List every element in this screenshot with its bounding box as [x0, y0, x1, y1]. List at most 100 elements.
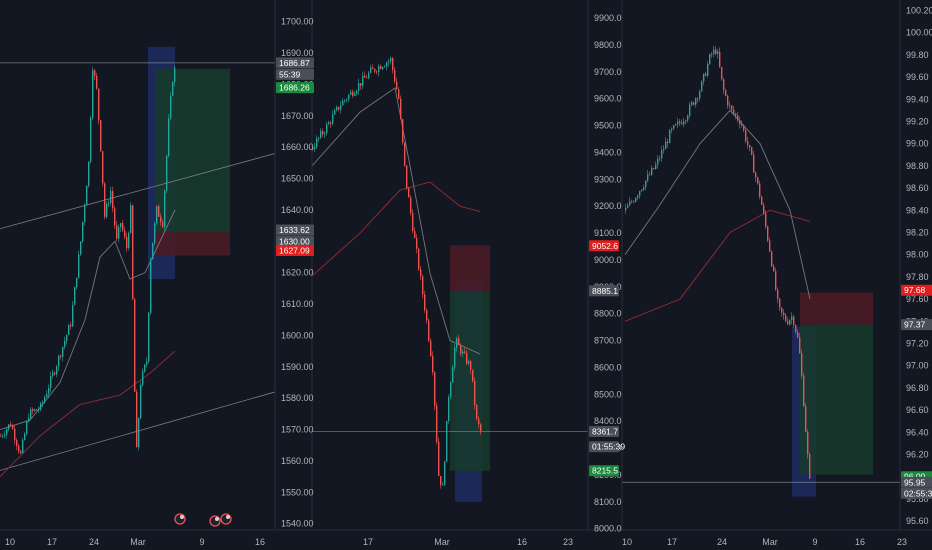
time-tick-label: Mar — [130, 537, 146, 547]
candle-bearish — [727, 95, 729, 106]
price-tick-label: 99.20 — [906, 116, 929, 126]
candle-bearish — [741, 124, 743, 126]
price-tick-label: 96.80 — [906, 383, 929, 393]
candle-bullish — [362, 75, 364, 86]
candle-bullish — [50, 376, 52, 389]
candle-bearish — [392, 58, 394, 70]
candle-bullish — [6, 429, 8, 435]
candle-bullish — [156, 206, 158, 224]
candle-bearish — [747, 141, 749, 146]
candle-bullish — [90, 117, 92, 162]
candle-bullish — [388, 61, 390, 63]
candle-bearish — [162, 221, 164, 227]
candle-bullish — [74, 287, 76, 306]
price-badge-label: 8361.7 — [592, 426, 618, 436]
candle-bearish — [432, 355, 434, 373]
candle-bullish — [26, 421, 28, 434]
economic-event-icon[interactable] — [174, 513, 186, 525]
candle-bullish — [382, 67, 384, 69]
time-tick-label: 16 — [255, 537, 265, 547]
candle-bullish — [106, 204, 108, 217]
candle-bullish — [152, 242, 154, 260]
candle-bullish — [789, 319, 791, 325]
candle-bullish — [639, 191, 641, 196]
candle-bearish — [98, 88, 100, 121]
candle-bearish — [753, 154, 755, 173]
candle-bearish — [104, 183, 106, 217]
candle-bullish — [452, 367, 454, 383]
price-tick-label: 1610.00 — [281, 299, 314, 309]
candle-bearish — [18, 445, 20, 452]
short-position-profit-zone — [450, 290, 490, 471]
price-tick-label: 1700.00 — [281, 17, 314, 27]
candle-bearish — [679, 121, 681, 123]
price-tick-label: 8000.0 — [594, 524, 622, 534]
candle-bullish — [166, 155, 168, 191]
candle-bearish — [769, 240, 771, 252]
candle-bullish — [699, 91, 701, 99]
price-badge-stop — [276, 244, 314, 256]
time-tick-label: Mar — [434, 537, 450, 547]
candle-bearish — [757, 177, 759, 184]
candle-bullish — [444, 461, 446, 485]
candle-bullish — [108, 203, 110, 205]
candle-bullish — [324, 133, 326, 135]
candle-bullish — [446, 420, 448, 462]
time-tick-label: 9 — [199, 537, 204, 547]
candle-bearish — [134, 299, 136, 392]
candle-bearish — [745, 130, 747, 142]
price-tick-label: 98.20 — [906, 227, 929, 237]
candle-bearish — [428, 320, 430, 341]
price-tick-label: 9700.0 — [594, 67, 622, 77]
candle-bearish — [100, 120, 102, 152]
price-tick-label: 98.40 — [906, 205, 929, 215]
price-tick-label: 99.40 — [906, 94, 929, 104]
candle-bearish — [422, 276, 424, 295]
price-badge-price — [276, 57, 314, 69]
event-icons-layer[interactable] — [174, 513, 232, 527]
candle-bearish — [438, 441, 440, 476]
candle-bearish — [693, 102, 695, 105]
position-zones-layer — [148, 46, 873, 502]
price-tick-label: 1640.00 — [281, 205, 314, 215]
price-tick-label: 1660.00 — [281, 142, 314, 152]
price-tick-label: 9100.0 — [594, 228, 622, 238]
economic-event-icon-dot — [180, 515, 184, 519]
candle-bearish — [735, 113, 737, 116]
candle-bullish — [56, 366, 58, 375]
candle-bullish — [146, 361, 148, 365]
trend-line[interactable] — [0, 391, 276, 471]
economic-event-icon[interactable] — [209, 515, 221, 527]
candle-bearish — [114, 208, 116, 226]
candle-bullish — [627, 205, 629, 208]
price-tick-label: 98.60 — [906, 183, 929, 193]
time-tick-label: 9 — [812, 537, 817, 547]
candle-bearish — [394, 69, 396, 82]
candle-bullish — [342, 100, 344, 106]
indicator-lines-layer — [0, 62, 900, 483]
candle-bearish — [785, 315, 787, 322]
price-tick-label: 1600.00 — [281, 330, 314, 340]
candle-bullish — [24, 433, 26, 440]
trend-line[interactable] — [0, 153, 276, 230]
candle-bullish — [368, 72, 370, 78]
candle-bullish — [332, 114, 334, 124]
price-tick-label: 95.80 — [906, 494, 929, 504]
price-tick-label: 100.20 — [906, 5, 932, 15]
candle-bullish — [40, 403, 42, 410]
economic-event-icon[interactable] — [220, 513, 232, 525]
price-badge-label: 97.68 — [904, 285, 926, 295]
candle-bearish — [330, 122, 332, 124]
price-badge-label: 96.00 — [904, 472, 926, 482]
price-tick-label: 100.00 — [906, 28, 932, 38]
candle-bearish — [436, 405, 438, 442]
candle-bearish — [719, 51, 721, 68]
candle-bearish — [472, 369, 474, 382]
candle-bullish — [120, 223, 122, 228]
candle-bullish — [390, 58, 392, 62]
candle-bearish — [364, 75, 366, 78]
price-tick-label: 97.00 — [906, 361, 929, 371]
candle-bearish — [408, 188, 410, 198]
